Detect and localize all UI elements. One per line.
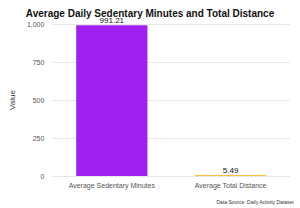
svg-text:750: 750 [33, 59, 45, 66]
svg-text:1,000: 1,000 [27, 21, 45, 28]
svg-text:Value: Value [8, 90, 17, 110]
svg-text:991.21: 991.21 [99, 15, 124, 25]
svg-text:0: 0 [41, 173, 45, 180]
svg-text:Average Daily Sedentary Minute: Average Daily Sedentary Minutes and Tota… [26, 8, 275, 19]
svg-text:Data Source: Daily Activity Da: Data Source: Daily Activity Dataset [216, 199, 294, 205]
svg-text:5.49: 5.49 [223, 166, 239, 175]
svg-text:Average Sedentary Minutes: Average Sedentary Minutes [69, 182, 156, 190]
svg-text:Average Total Distance: Average Total Distance [195, 182, 267, 190]
svg-text:500: 500 [33, 97, 45, 104]
svg-text:250: 250 [33, 135, 45, 142]
